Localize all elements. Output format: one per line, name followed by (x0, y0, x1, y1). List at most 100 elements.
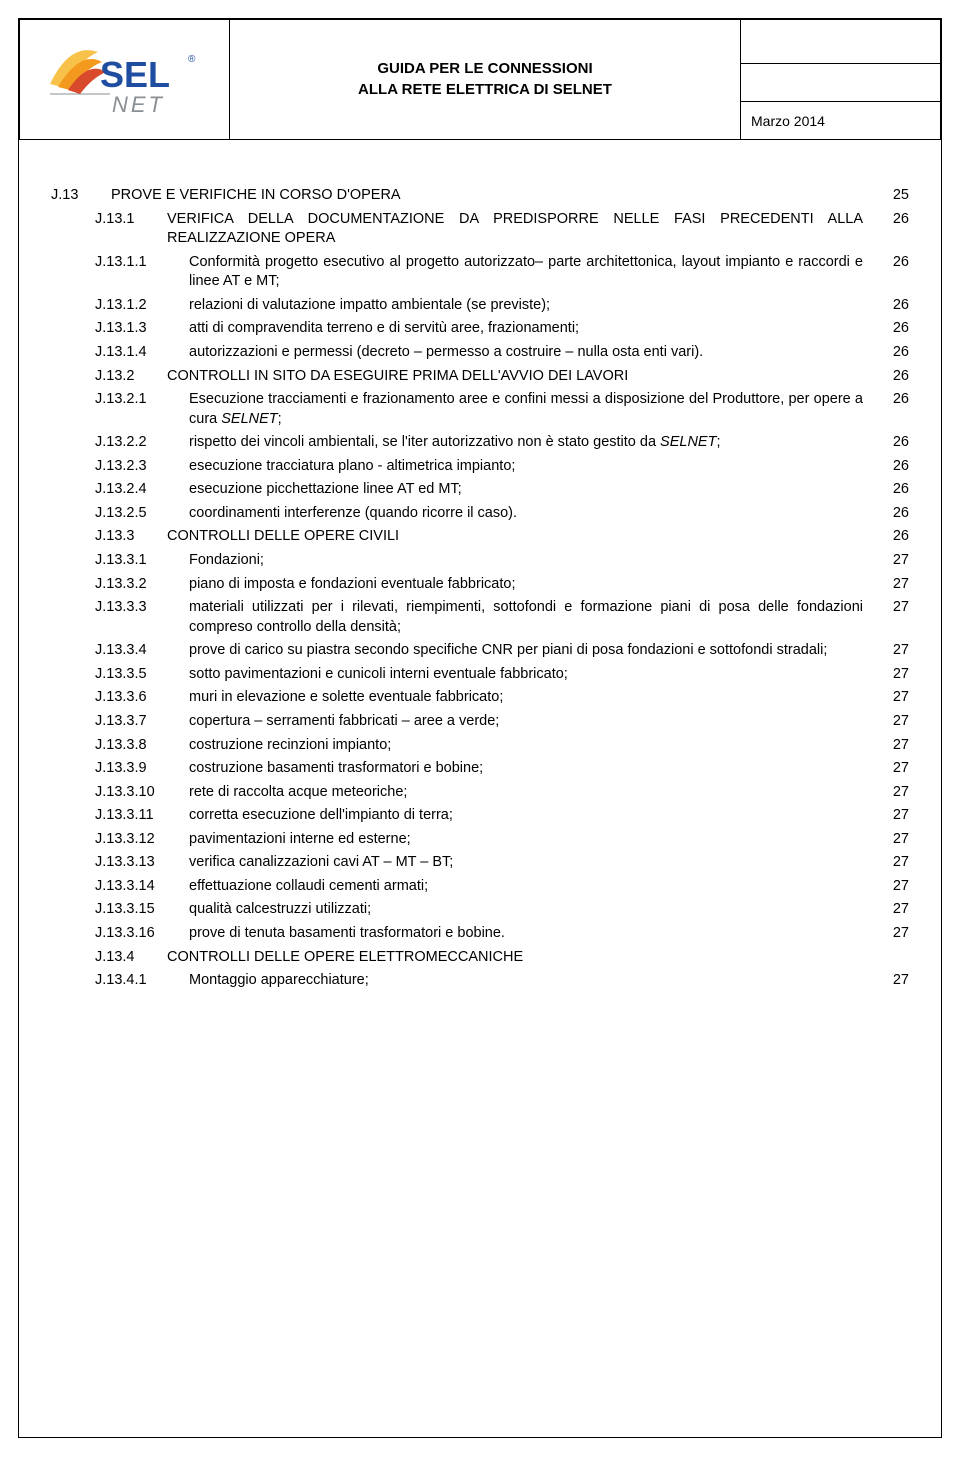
toc-row: J.13.3.4prove di carico su piastra secon… (95, 641, 909, 661)
toc-number: J.13.3.4 (95, 641, 189, 661)
toc-text: costruzione recinzioni impianto; (189, 736, 877, 756)
toc-number: J.13.1 (95, 210, 167, 230)
toc-row: J.13.3.2piano di imposta e fondazioni ev… (95, 575, 909, 595)
toc-number: J.13.3.2 (95, 575, 189, 595)
toc-page: 27 (877, 830, 909, 850)
toc-row: J.13.3.5sotto pavimentazioni e cunicoli … (95, 665, 909, 685)
toc-text: qualità calcestruzzi utilizzati; (189, 900, 877, 920)
toc-page: 27 (877, 853, 909, 873)
toc-number: J.13.2.4 (95, 480, 189, 500)
toc-text: CONTROLLI IN SITO DA ESEGUIRE PRIMA DELL… (167, 367, 877, 387)
toc-page: 26 (877, 253, 909, 273)
toc-number: J.13.3.12 (95, 830, 189, 850)
toc-page: 27 (877, 551, 909, 571)
toc-row: J.13.1.1Conformità progetto esecutivo al… (95, 253, 909, 292)
toc-page: 26 (877, 527, 909, 547)
toc-page: 27 (877, 688, 909, 708)
toc-text: verifica canalizzazioni cavi AT – MT – B… (189, 853, 877, 873)
toc-row: J.13.1.4autorizzazioni e permessi (decre… (95, 343, 909, 363)
toc-text: copertura – serramenti fabbricati – aree… (189, 712, 877, 732)
toc-row: J.13.3.15qualità calcestruzzi utilizzati… (95, 900, 909, 920)
toc-number: J.13.3.14 (95, 877, 189, 897)
toc-number: J.13.3.10 (95, 783, 189, 803)
toc-number: J.13.3.6 (95, 688, 189, 708)
toc-row: J.13.3.8costruzione recinzioni impianto;… (95, 736, 909, 756)
toc-row: J.13.2CONTROLLI IN SITO DA ESEGUIRE PRIM… (95, 367, 909, 387)
toc-text: rispetto dei vincoli ambientali, se l'it… (189, 433, 877, 453)
toc-number: J.13.2.2 (95, 433, 189, 453)
toc-text: muri in elevazione e solette eventuale f… (189, 688, 877, 708)
toc-row: J.13.2.2rispetto dei vincoli ambientali,… (95, 433, 909, 453)
toc-number: J.13.1.4 (95, 343, 189, 363)
toc-page: 26 (877, 296, 909, 316)
toc-row: J.13.3.7copertura – serramenti fabbricat… (95, 712, 909, 732)
page-frame: SEL ® NET GUIDA PER LE CONNESSIONI ALLA … (18, 18, 942, 1438)
toc-number: J.13.3.8 (95, 736, 189, 756)
toc-row: J.13.4.1Montaggio apparecchiature;27 (95, 971, 909, 991)
toc-number: J.13.2.5 (95, 504, 189, 524)
toc-text: coordinamenti interferenze (quando ricor… (189, 504, 877, 524)
toc-page: 27 (877, 759, 909, 779)
toc-row: J.13.4CONTROLLI DELLE OPERE ELETTROMECCA… (95, 948, 909, 968)
toc-row: J.13.2.4esecuzione picchettazione linee … (95, 480, 909, 500)
toc-text: atti di compravendita terreno e di servi… (189, 319, 877, 339)
svg-text:SEL: SEL (100, 54, 170, 95)
toc-number: J.13.3.11 (95, 806, 189, 826)
toc-row: J.13.3CONTROLLI DELLE OPERE CIVILI26 (95, 527, 909, 547)
doc-title-line2: ALLA RETE ELETTRICA DI SELNET (358, 81, 612, 98)
toc-page: 27 (877, 641, 909, 661)
toc-text: materiali utilizzati per i rilevati, rie… (189, 598, 877, 637)
toc-number: J.13.2.3 (95, 457, 189, 477)
header-date-cell: Marzo 2014 (741, 102, 941, 140)
logo-cell: SEL ® NET (20, 20, 230, 140)
toc-row: J.13.3.12pavimentazioni interne ed ester… (95, 830, 909, 850)
toc-number: J.13.3.13 (95, 853, 189, 873)
toc-number: J.13.3.16 (95, 924, 189, 944)
toc-page: 27 (877, 575, 909, 595)
toc-page: 25 (877, 186, 909, 206)
toc-page: 26 (877, 504, 909, 524)
toc-text: Fondazioni; (189, 551, 877, 571)
toc-page: 27 (877, 783, 909, 803)
toc-row: J.13.3.6muri in elevazione e solette eve… (95, 688, 909, 708)
toc-number: J.13.3.7 (95, 712, 189, 732)
toc-text: prove di tenuta basamenti trasformatori … (189, 924, 877, 944)
toc-page: 27 (877, 971, 909, 991)
toc-number: J.13.3 (95, 527, 167, 547)
doc-title-line1: GUIDA PER LE CONNESSIONI (377, 60, 592, 77)
toc-page: 26 (877, 319, 909, 339)
toc-page: 27 (877, 712, 909, 732)
toc-row: J.13.3.1Fondazioni;27 (95, 551, 909, 571)
toc-number: J.13.3.1 (95, 551, 189, 571)
toc-text: pavimentazioni interne ed esterne; (189, 830, 877, 850)
toc-page: 26 (877, 343, 909, 363)
toc-text: rete di raccolta acque meteoriche; (189, 783, 877, 803)
toc-text: PROVE E VERIFICHE IN CORSO D'OPERA (111, 186, 877, 206)
toc-page: 27 (877, 598, 909, 618)
toc-text: VERIFICA DELLA DOCUMENTAZIONE DA PREDISP… (167, 210, 877, 249)
toc-content: J.13PROVE E VERIFICHE IN CORSO D'OPERA25… (19, 140, 941, 1015)
toc-number: J.13.3.15 (95, 900, 189, 920)
toc-text: CONTROLLI DELLE OPERE ELETTROMECCANICHE (167, 948, 877, 968)
toc-row: J.13.3.10rete di raccolta acque meteoric… (95, 783, 909, 803)
selnet-logo: SEL ® NET (40, 32, 210, 122)
toc-row: J.13.3.13verifica canalizzazioni cavi AT… (95, 853, 909, 873)
toc-number: J.13.4.1 (95, 971, 189, 991)
toc-row: J.13.3.16prove di tenuta basamenti trasf… (95, 924, 909, 944)
toc-number: J.13.1.2 (95, 296, 189, 316)
toc-text: Esecuzione tracciamenti e frazionamento … (189, 390, 877, 429)
toc-row: J.13.3.9costruzione basamenti trasformat… (95, 759, 909, 779)
toc-row: J.13.2.5coordinamenti interferenze (quan… (95, 504, 909, 524)
toc-page: 26 (877, 457, 909, 477)
toc-row: J.13.1VERIFICA DELLA DOCUMENTAZIONE DA P… (95, 210, 909, 249)
toc-row: J.13.1.2relazioni di valutazione impatto… (95, 296, 909, 316)
toc-row: J.13.3.14effettuazione collaudi cementi … (95, 877, 909, 897)
toc-text: sotto pavimentazioni e cunicoli interni … (189, 665, 877, 685)
toc-row: J.13.2.3esecuzione tracciatura plano - a… (95, 457, 909, 477)
toc-page: 27 (877, 877, 909, 897)
toc-text: Conformità progetto esecutivo al progett… (189, 253, 877, 292)
toc-number: J.13.3.5 (95, 665, 189, 685)
toc-page: 26 (877, 367, 909, 387)
toc-row: J.13.3.11corretta esecuzione dell'impian… (95, 806, 909, 826)
toc-number: J.13.4 (95, 948, 167, 968)
